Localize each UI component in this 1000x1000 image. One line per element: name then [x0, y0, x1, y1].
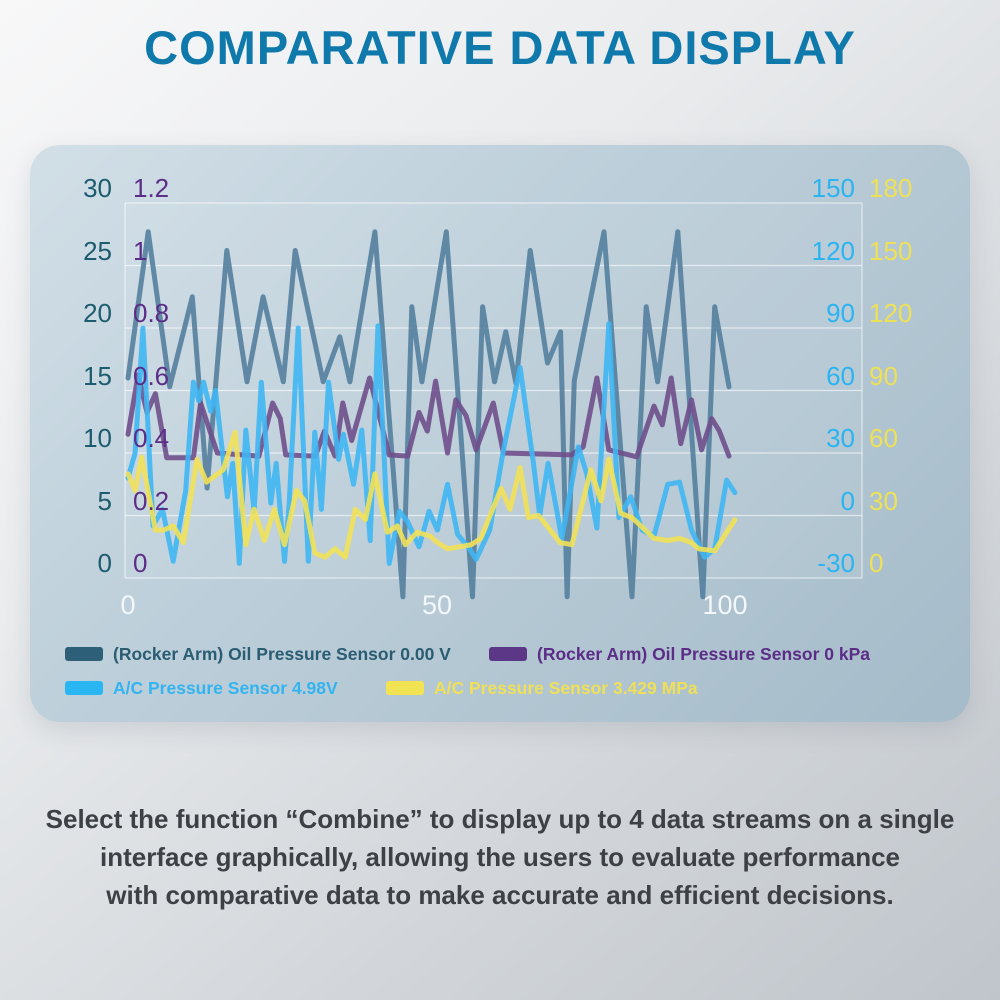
y-tick: 150	[811, 173, 855, 203]
series-line-3	[125, 429, 738, 560]
x-tick-50: 50	[421, 590, 453, 620]
y-axis-oil-voltage: 30 25 20 15 10 5 0	[30, 145, 112, 615]
page-title: COMPARATIVE DATA DISPLAY	[144, 21, 856, 74]
y-tick: 60	[826, 360, 855, 391]
series-line-0	[125, 229, 732, 600]
legend-item-oil-voltage: (Rocker Arm) Oil Pressure Sensor 0.00 V	[65, 643, 451, 665]
legend-item-ac-voltage: A/C Pressure Sensor 4.98V	[65, 677, 338, 699]
caption-line-2: interface graphically, allowing the user…	[100, 842, 900, 872]
y-tick: 180	[869, 173, 913, 203]
y-tick: 90	[826, 298, 855, 328]
legend-label: (Rocker Arm) Oil Pressure Sensor 0.00 V	[113, 643, 451, 664]
y-tick: 0	[840, 485, 855, 516]
legend-label: A/C Pressure Sensor 3.429 MPa	[434, 677, 698, 698]
x-tick-100: 100	[702, 590, 748, 620]
legend-label: (Rocker Arm) Oil Pressure Sensor 0 kPa	[537, 643, 870, 664]
y-tick: 20	[83, 298, 112, 328]
y-tick: 30	[869, 485, 898, 516]
y-tick: 120	[811, 235, 855, 266]
combined-line-chart	[124, 202, 863, 600]
caption-line-1: Select the function “Combine” to display…	[45, 804, 955, 834]
legend-label: A/C Pressure Sensor 4.98V	[113, 677, 338, 698]
legend-swatch-ac-pressure	[386, 681, 424, 695]
y-tick: 0.6	[133, 360, 170, 391]
y-tick: 1.2	[133, 173, 170, 203]
legend-item-ac-pressure: A/C Pressure Sensor 3.429 MPa	[386, 677, 698, 699]
chart-panel: 30 25 20 15 10 5 0 1.2 1 0.8 0.6 0.4 0.2 0 150 120 90 6…	[30, 145, 970, 722]
legend-item-oil-pressure: (Rocker Arm) Oil Pressure Sensor 0 kPa	[489, 643, 870, 665]
caption-text: Select the function “Combine” to display…	[0, 800, 1000, 914]
y-tick: 120	[869, 298, 913, 328]
y-tick: 30	[826, 423, 855, 453]
y-tick: 0.2	[133, 485, 170, 516]
y-tick: 0.8	[133, 298, 170, 328]
y-tick: 0	[97, 548, 112, 578]
y-tick: 30	[83, 173, 112, 203]
y-tick: -30	[817, 548, 855, 578]
y-tick: 25	[83, 235, 112, 266]
y-tick: 90	[869, 360, 898, 391]
y-tick: 0	[869, 548, 884, 578]
legend-swatch-oil-voltage	[65, 647, 103, 661]
y-tick: 150	[869, 235, 913, 266]
y-axis-oil-pressure: 1.2 1 0.8 0.6 0.4 0.2 0	[133, 145, 218, 615]
y-tick: 0.4	[133, 423, 170, 453]
series-line-1	[125, 372, 732, 461]
y-tick: 60	[869, 423, 898, 453]
y-tick: 15	[83, 360, 112, 391]
series-line-2	[125, 321, 738, 566]
y-tick: 1	[133, 235, 148, 266]
y-axis-ac-voltage: 150 120 90 60 30 0 -30	[765, 145, 855, 615]
y-tick: 10	[83, 423, 112, 453]
caption-line-3: with comparative data to make accurate a…	[106, 880, 894, 910]
legend-swatch-ac-voltage	[65, 681, 103, 695]
y-tick: 5	[97, 485, 112, 516]
y-tick: 0	[133, 548, 148, 578]
legend-swatch-oil-pressure	[489, 647, 527, 661]
y-axis-ac-pressure: 180 150 120 90 60 30 0	[869, 145, 964, 615]
x-axis: 0 50 100	[30, 590, 970, 622]
x-tick-0: 0	[120, 590, 136, 620]
